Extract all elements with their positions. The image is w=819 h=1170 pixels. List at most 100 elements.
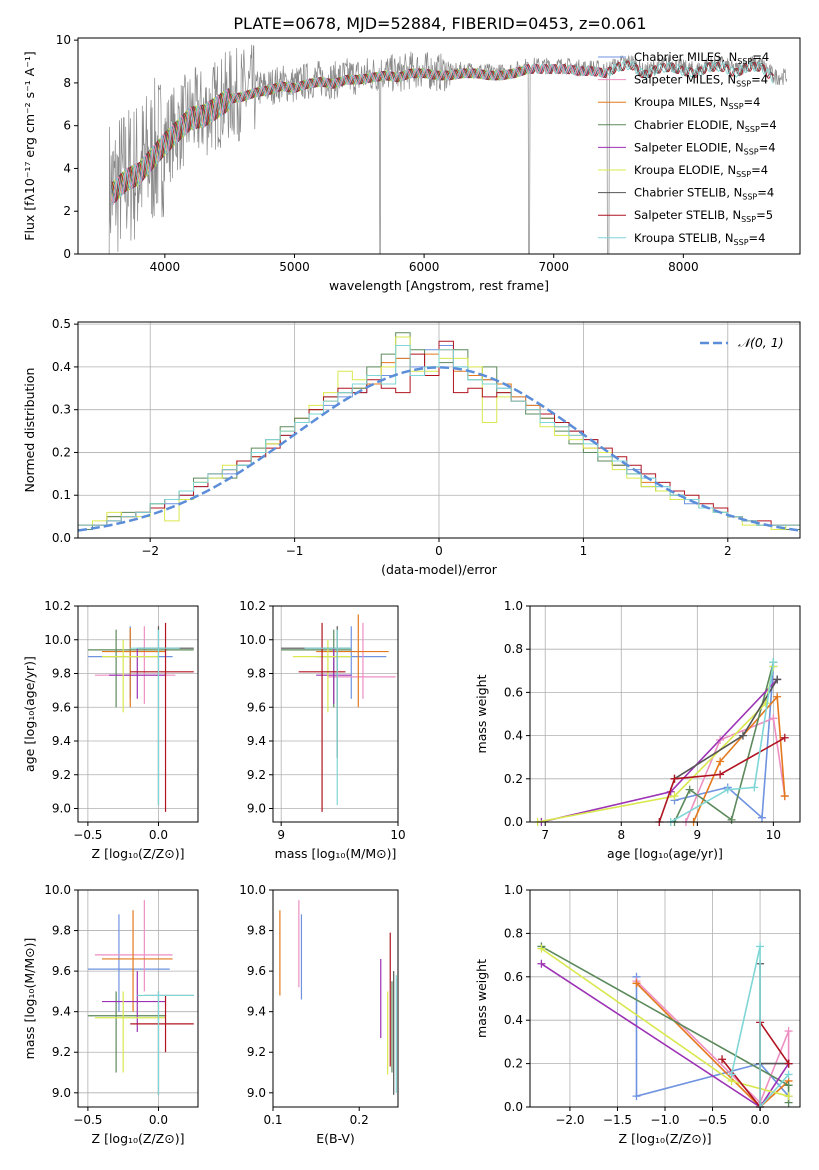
legend-text: Salpeter MILES, N [634, 73, 736, 87]
y-axis-label: mass weight [474, 959, 489, 1038]
legend-text: Kroupa ELODIE, N [634, 163, 736, 177]
legend-subscript: SSP [736, 80, 751, 89]
y-tick-label: 0.3 [52, 403, 71, 417]
x-axis-label: Z [log₁₀(Z/Z⊙)] [92, 1131, 185, 1146]
y-tick-label: 10.2 [44, 599, 71, 613]
data-point-marker [727, 815, 736, 824]
series-line [635, 982, 790, 1107]
y-tick-label: 0.6 [504, 970, 523, 984]
x-tick-label: 7 [541, 828, 549, 842]
gaussian-curve [78, 366, 800, 532]
y-tick-label: 8 [63, 76, 71, 90]
y-tick-label: 9.8 [247, 667, 266, 681]
x-axis-label: age [log₁₀(age/yr)] [607, 846, 723, 861]
y-tick-label: 0.0 [504, 1100, 523, 1114]
y-tick-label: 1.0 [504, 599, 523, 613]
data-point-marker [769, 714, 778, 723]
panel-mass-vs-ebv: 0.1 0.2 9.0 9.2 9.4 9.6 9.8 10.0 E(B-V) [239, 883, 399, 1146]
y-tick-label: 0.4 [504, 1013, 523, 1027]
legend-text: Chabrier STELIB, N [634, 186, 742, 200]
y-tick-label: 9.4 [52, 734, 71, 748]
x-axis-label: mass [log₁₀(M/M⊙)] [275, 846, 397, 861]
figure-title: PLATE=0678, MJD=52884, FIBERID=0453, z=0… [233, 14, 646, 33]
y-tick-label: 0.4 [504, 729, 523, 743]
panel-age-vs-mass: 9 10 9.0 9.2 9.4 9.6 9.8 10.0 10.2 mass [log₁₀(M/… [239, 599, 405, 861]
x-tick-label: 5000 [279, 260, 310, 274]
legend-value: =4 [752, 50, 769, 64]
y-axis-label: mass [log₁₀(M/M⊙)] [22, 938, 37, 1060]
y-tick-label: 0.5 [52, 317, 71, 331]
data-point-marker [670, 774, 679, 783]
legend-text: Kroupa MILES, N [634, 95, 729, 109]
y-tick-label: 10.2 [239, 599, 266, 613]
series-line [692, 694, 786, 822]
x-tick-label: 8 [617, 828, 625, 842]
y-tick-label: 9.4 [52, 1005, 71, 1019]
x-tick-label: −2.0 [555, 1113, 584, 1127]
legend-subscript: SSP [734, 238, 749, 247]
histogram-step [78, 340, 800, 526]
y-tick-label: 9.2 [247, 768, 266, 782]
x-tick-label: 0.0 [149, 828, 168, 842]
series-line [670, 662, 775, 822]
legend-value: =4 [760, 118, 777, 132]
x-tick-label: 0.2 [350, 1113, 369, 1127]
panel-spectrum: 4000 5000 6000 7000 8000 0 2 4 6 8 10 wavelength [A… [22, 33, 801, 293]
model-spectrum-line [111, 63, 609, 205]
legend-value: =4 [751, 73, 768, 87]
legend-entry: Chabrier ELODIE, NSSP=4 [634, 118, 777, 134]
y-tick-label: 9.8 [52, 924, 71, 938]
x-axis-label: (data-model)/error [381, 562, 498, 577]
x-axis-label: E(B-V) [316, 1131, 355, 1146]
x-axis-label: Z [log₁₀(Z/Z⊙)] [92, 846, 185, 861]
data-point-marker [780, 792, 789, 801]
y-tick-label: 6 [63, 119, 71, 133]
y-tick-label: 9.6 [247, 964, 266, 978]
y-tick-label: 9.2 [52, 768, 71, 782]
data-point-marker [685, 785, 694, 794]
x-tick-label: 4000 [150, 260, 181, 274]
series-line [540, 963, 790, 1107]
data-point-marker [670, 792, 679, 801]
y-tick-label: 0.4 [52, 360, 71, 374]
data-point-marker [723, 785, 732, 794]
axes-frame [77, 889, 199, 1108]
y-tick-label: 9.0 [52, 802, 71, 816]
series-line [673, 661, 775, 822]
y-tick-label: 0.8 [504, 642, 523, 656]
data-point-marker [537, 959, 546, 968]
y-tick-label: 9.6 [247, 700, 266, 714]
data-point-marker [780, 733, 789, 742]
legend-subscript: SSP [745, 125, 760, 134]
y-tick-label: 2 [63, 204, 71, 218]
y-tick-label: 9.8 [52, 667, 71, 681]
histogram-step [78, 345, 800, 526]
legend-entry: Salpeter MILES, NSSP=4 [634, 73, 768, 89]
x-tick-label: −0.5 [698, 1113, 727, 1127]
legend-text: Kroupa STELIB, N [634, 231, 734, 245]
legend-entry: Kroupa STELIB, NSSP=4 [634, 231, 765, 247]
data-point-marker [716, 757, 725, 766]
y-tick-label: 10.0 [44, 633, 71, 647]
x-tick-label: 9 [277, 828, 285, 842]
legend-subscript: SSP [742, 193, 757, 202]
data-point-marker [716, 770, 725, 779]
series-line [635, 976, 790, 1098]
axes-frame [77, 605, 199, 823]
panel-mass-vs-Z: −0.5 0.0 9.0 9.2 9.4 9.6 9.8 10.0 Z [log₁₀(Z/Z⊙)… [22, 883, 199, 1146]
legend-text: Salpeter ELODIE, N [634, 140, 744, 154]
data-point-marker [632, 1092, 641, 1101]
x-tick-label: −1 [286, 544, 304, 558]
y-tick-label: 0.1 [52, 488, 71, 502]
series-line [537, 666, 775, 822]
x-tick-label: −0.5 [73, 1113, 102, 1127]
data-point-marker [727, 1070, 736, 1079]
x-tick-label: −1.5 [603, 1113, 632, 1127]
y-tick-label: 9.2 [52, 1045, 71, 1059]
legend-text: Salpeter STELIB, N [634, 208, 741, 222]
y-tick-label: 0.8 [504, 926, 523, 940]
legend-text: 𝒩(0, 1) [738, 335, 784, 350]
y-tick-label: 9.8 [247, 924, 266, 938]
data-point-marker [773, 692, 782, 701]
axes-frame [272, 605, 399, 823]
